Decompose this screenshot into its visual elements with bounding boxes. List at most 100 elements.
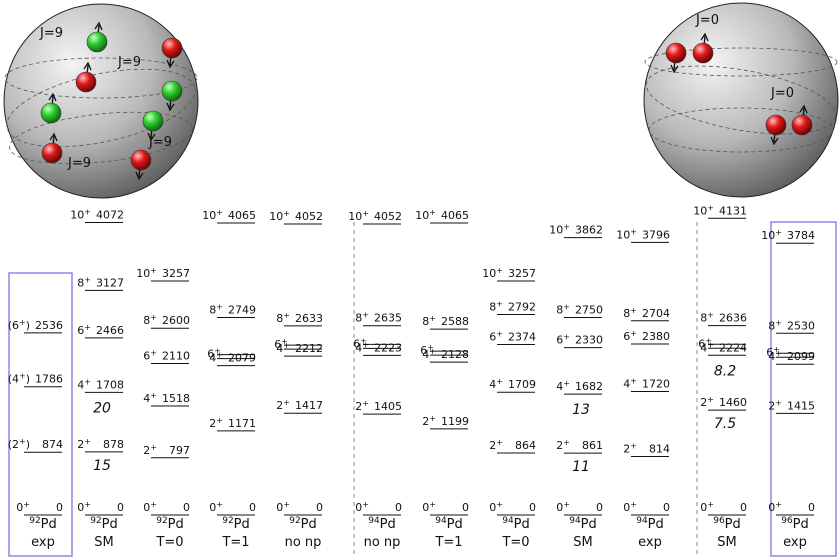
level-energy-label: 2704 bbox=[642, 307, 670, 320]
level-energy-label: 0 bbox=[596, 501, 603, 514]
level-energy-label: 1708 bbox=[96, 378, 124, 391]
column-label: exp bbox=[31, 535, 55, 550]
level-energy-label: 4065 bbox=[441, 209, 469, 222]
energy-level: 10+ 4052 bbox=[269, 208, 323, 225]
transition-value: 13 bbox=[572, 402, 590, 418]
level-energy-label: 2588 bbox=[441, 315, 469, 328]
energy-level: 2+ 1171 bbox=[209, 415, 256, 432]
exp-frame-92pd bbox=[8, 272, 73, 557]
level-energy-label: 0 bbox=[56, 501, 63, 514]
level-energy-label: 2600 bbox=[162, 314, 190, 327]
energy-level: 0+ 0 bbox=[77, 500, 124, 516]
nucleus-label: 92Pd bbox=[29, 516, 57, 532]
nucleus-label: 94Pd bbox=[435, 516, 463, 532]
level-spin-label: 0+ bbox=[16, 500, 30, 515]
energy-level: 2+ 864 bbox=[489, 437, 536, 454]
nucleon-particle bbox=[142, 110, 164, 142]
level-energy-label: 4131 bbox=[719, 204, 747, 217]
energy-level: 0+ 0 bbox=[209, 500, 256, 516]
level-column: 0+ 0 2+ 814 4+ 1720 6+ 2380 8+ 2704 10+ 3796 94Pd exp bbox=[616, 227, 670, 550]
sphere-left-orbit bbox=[4, 57, 198, 99]
level-spin-label: 2+ bbox=[422, 413, 436, 428]
energy-level: 10+ 3257 bbox=[482, 266, 536, 282]
nucleus-label: 94Pd bbox=[502, 516, 530, 532]
energy-level: 0+ 0 bbox=[489, 500, 536, 516]
energy-level: 8+ 2633 bbox=[276, 310, 323, 327]
level-energy-label: 0 bbox=[117, 501, 124, 514]
energy-level: 0+ 0 bbox=[768, 500, 815, 516]
level-spin-label: (2+) bbox=[8, 437, 30, 452]
level-spin-label: 10+ bbox=[693, 203, 714, 218]
level-energy-label: 4072 bbox=[96, 209, 124, 222]
level-energy-label: 3257 bbox=[508, 267, 536, 280]
level-energy-label: 0 bbox=[808, 501, 815, 514]
energy-level: 10+ 4052 bbox=[348, 208, 402, 225]
level-energy-label: 4052 bbox=[295, 210, 323, 223]
energy-level: 0+ 0 bbox=[143, 500, 190, 516]
level-spin-label: 0+ bbox=[143, 500, 157, 515]
energy-level: 8+ 3127 bbox=[77, 275, 124, 291]
energy-level: 8+ 2635 bbox=[355, 310, 402, 327]
level-energy-label: 1518 bbox=[162, 392, 190, 405]
level-spin-label: 2+ bbox=[276, 398, 290, 413]
column-label: T=1 bbox=[221, 535, 249, 550]
level-spin-label: 8+ bbox=[355, 310, 369, 325]
exp-frame-96pd bbox=[770, 221, 837, 557]
level-energy-label: 1405 bbox=[374, 400, 402, 413]
level-spin-label: 0+ bbox=[276, 500, 290, 515]
level-spin-label: 0+ bbox=[700, 500, 714, 515]
energy-level: 6+ 2330 bbox=[556, 332, 603, 349]
level-spin-label: 8+ bbox=[209, 302, 223, 317]
level-energy-label: 2635 bbox=[374, 312, 402, 325]
level-energy-label: 0 bbox=[395, 501, 402, 514]
level-energy-label: 861 bbox=[582, 439, 603, 452]
level-energy-label: 2749 bbox=[228, 304, 256, 317]
level-spin-label: 2+ bbox=[209, 415, 223, 430]
level-spin-label: 6+ bbox=[489, 329, 503, 344]
level-spin-label: (6+) bbox=[8, 317, 30, 332]
level-spin-label: 10+ bbox=[415, 208, 436, 223]
nucleus-label: 94Pd bbox=[569, 516, 597, 532]
nucleon-particle bbox=[692, 32, 714, 64]
energy-level: 2+ 1405 bbox=[355, 399, 402, 415]
nucleon-particle bbox=[765, 114, 787, 146]
level-energy-label: 3257 bbox=[162, 267, 190, 280]
sphere-left-orbit bbox=[9, 111, 193, 165]
level-spin-label: 0+ bbox=[768, 500, 782, 515]
level-spin-label: 10+ bbox=[616, 227, 637, 242]
column-label: no np bbox=[364, 535, 401, 550]
energy-level: 10+ 4072 bbox=[70, 207, 124, 224]
transition-value: 20 bbox=[93, 400, 111, 416]
energy-level: 8+ 2749 bbox=[209, 302, 256, 319]
level-energy-label: 1786 bbox=[35, 373, 63, 386]
energy-level: 2+ 1460 bbox=[700, 395, 747, 411]
transition-value: 15 bbox=[93, 458, 111, 474]
sphere-left-label: J=9 bbox=[39, 26, 63, 41]
energy-level: 10+ 3862 bbox=[549, 222, 603, 239]
level-energy-label: 0 bbox=[529, 501, 536, 514]
nucleus-label: 96Pd bbox=[781, 516, 809, 532]
level-spin-label: 4+ bbox=[143, 390, 157, 405]
transition-value: 8.2 bbox=[714, 363, 736, 379]
energy-level: 6+ 2374 bbox=[489, 329, 536, 345]
energy-level: 8+ 2636 bbox=[700, 310, 747, 327]
energy-level: 8+ 2792 bbox=[489, 299, 536, 315]
level-spin-label: 4+ bbox=[556, 379, 570, 394]
level-spin-label: 4+ bbox=[489, 377, 503, 392]
sphere-right-label: J=0 bbox=[770, 86, 794, 101]
level-spin-label: 2+ bbox=[700, 395, 714, 410]
level-energy-label: 1171 bbox=[228, 417, 256, 430]
nucleus-label: 92Pd bbox=[222, 516, 250, 532]
level-spin-label: 0+ bbox=[209, 500, 223, 515]
energy-level: 8+ 2600 bbox=[143, 313, 190, 329]
level-energy-label: 2374 bbox=[508, 330, 536, 343]
sphere-right-orbit bbox=[644, 47, 838, 77]
level-energy-label: 4065 bbox=[228, 209, 256, 222]
sphere-left-orbit bbox=[6, 68, 196, 148]
level-energy-label: 3862 bbox=[575, 224, 603, 237]
nucleus-label: 94Pd bbox=[368, 516, 396, 532]
level-energy-label: 0 bbox=[316, 501, 323, 514]
level-energy-label: 864 bbox=[515, 439, 536, 452]
column-label: SM bbox=[94, 535, 113, 550]
